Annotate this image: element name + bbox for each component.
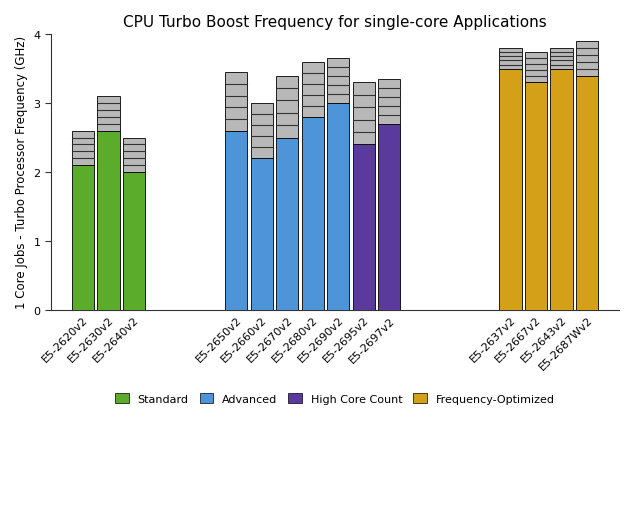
Bar — [225, 73, 247, 131]
Bar — [98, 131, 120, 310]
Bar — [250, 104, 273, 159]
Bar — [250, 159, 273, 310]
Bar — [302, 118, 324, 310]
Legend: Standard, Advanced, High Core Count, Frequency-Optimized: Standard, Advanced, High Core Count, Fre… — [111, 389, 559, 409]
Bar — [525, 83, 547, 310]
Bar — [378, 125, 401, 310]
Bar — [72, 131, 94, 166]
Bar — [276, 76, 299, 138]
Bar — [500, 70, 522, 310]
Bar — [72, 166, 94, 310]
Bar — [378, 80, 401, 125]
Y-axis label: 1 Core Jobs - Turbo Processor Frequency (GHz): 1 Core Jobs - Turbo Processor Frequency … — [15, 36, 28, 309]
Title: CPU Turbo Boost Frequency for single-core Applications: CPU Turbo Boost Frequency for single-cor… — [123, 15, 547, 30]
Bar — [353, 145, 375, 310]
Bar — [123, 138, 145, 173]
Bar — [576, 42, 598, 76]
Bar — [576, 76, 598, 310]
Bar — [225, 131, 247, 310]
Bar — [327, 104, 349, 310]
Bar — [500, 49, 522, 70]
Bar — [353, 83, 375, 145]
Bar — [98, 97, 120, 131]
Bar — [550, 49, 573, 70]
Bar — [276, 138, 299, 310]
Bar — [550, 70, 573, 310]
Bar — [302, 63, 324, 118]
Bar — [123, 173, 145, 310]
Bar — [327, 59, 349, 104]
Bar — [525, 52, 547, 83]
